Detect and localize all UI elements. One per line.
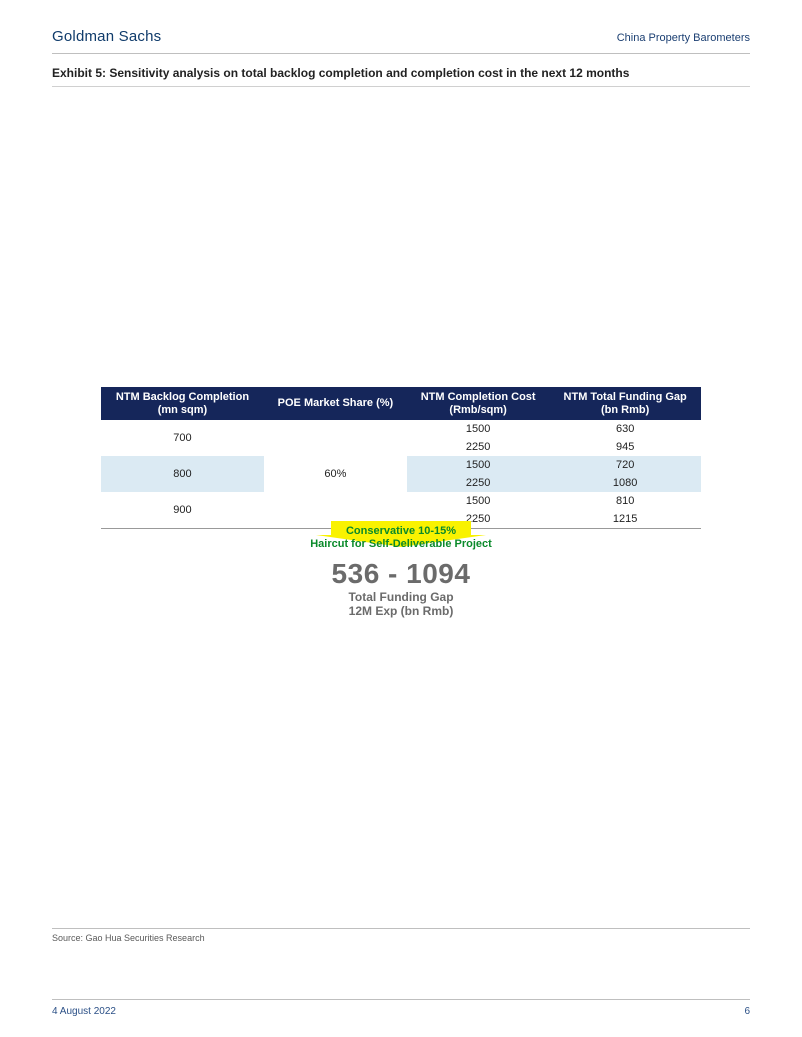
cell-gap: 720 [549,456,701,474]
page-footer: 4 August 2022 6 [52,999,750,1017]
callout-line2: Haircut for Self-Deliverable Project [310,538,492,550]
cell-gap: 1080 [549,474,701,492]
col-header-line2: (mn sqm) [107,404,258,417]
col-header-backlog: NTM Backlog Completion (mn sqm) [101,387,264,420]
funding-gap-sub2: 12M Exp (bn Rmb) [101,604,701,618]
cell-cost: 1500 [407,492,549,510]
col-header-line1: NTM Backlog Completion [116,391,249,403]
sensitivity-table-wrap: NTM Backlog Completion (mn sqm) POE Mark… [101,387,701,618]
source-text: Source: Gao Hua Securities Research [52,933,750,943]
table-header-row: NTM Backlog Completion (mn sqm) POE Mark… [101,387,701,420]
col-header-line2: (Rmb/sqm) [413,404,543,417]
col-header-cost: NTM Completion Cost (Rmb/sqm) [407,387,549,420]
footer-page: 6 [744,1006,750,1017]
col-header-gap: NTM Total Funding Gap (bn Rmb) [549,387,701,420]
cell-gap: 945 [549,438,701,456]
cell-backlog: 700 [101,420,264,456]
callout: Conservative 10-15% Haircut for Self-Del… [101,521,701,618]
cell-cost: 1500 [407,456,549,474]
col-header-line1: NTM Total Funding Gap [564,391,687,403]
table-row: 700 60% 1500 630 [101,420,701,438]
col-header-line1: NTM Completion Cost [421,391,536,403]
cell-cost: 2250 [407,438,549,456]
source-rule [52,928,750,929]
brand-name: Goldman Sachs [52,28,161,45]
callout-line1: Conservative 10-15% [346,525,456,537]
sensitivity-table: NTM Backlog Completion (mn sqm) POE Mark… [101,387,701,529]
cell-gap: 810 [549,492,701,510]
cell-poe-share: 60% [264,420,407,529]
cell-cost: 2250 [407,474,549,492]
page: Goldman Sachs China Property Barometers … [0,0,802,1037]
col-header-line1: POE Market Share (%) [278,397,394,409]
col-header-poe: POE Market Share (%) [264,387,407,420]
report-series: China Property Barometers [617,32,750,44]
cell-cost: 1500 [407,420,549,438]
cell-backlog: 800 [101,456,264,492]
callout-text: Conservative 10-15% Haircut for Self-Del… [101,525,701,551]
cell-gap: 630 [549,420,701,438]
funding-gap-number: 536 - 1094 [101,558,701,590]
page-header: Goldman Sachs China Property Barometers [52,28,750,54]
col-header-line2: (bn Rmb) [555,404,695,417]
exhibit-title: Exhibit 5: Sensitivity analysis on total… [52,66,750,87]
funding-gap-sub1: Total Funding Gap [101,590,701,604]
footer-date: 4 August 2022 [52,1006,116,1017]
